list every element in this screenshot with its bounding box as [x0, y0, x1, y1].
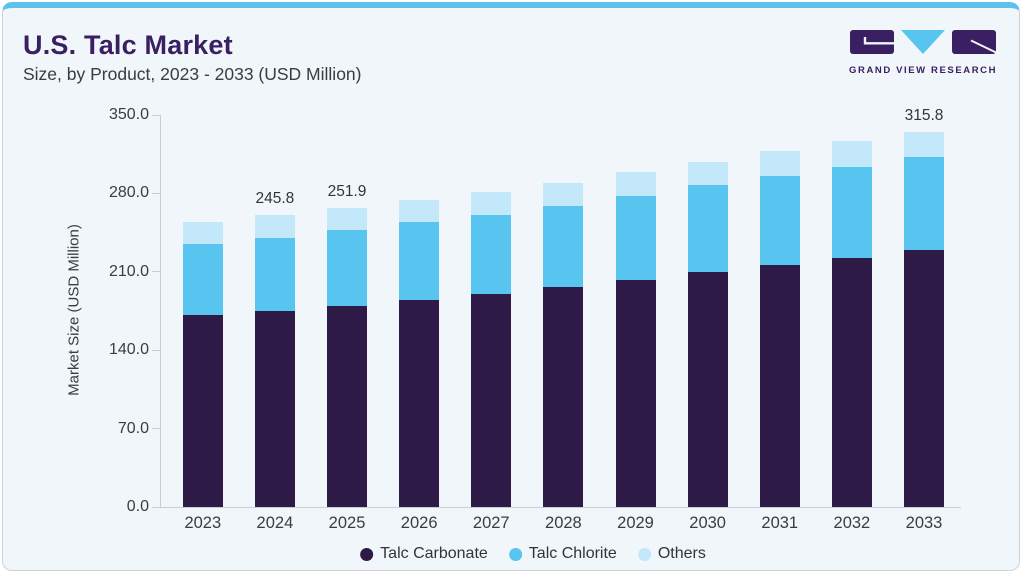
bar-2029-segment-others	[615, 172, 656, 197]
bar-2027-segment-talc-chlorite	[471, 214, 512, 294]
x-tick-label-2023: 2023	[184, 514, 222, 532]
bar-2029	[615, 172, 656, 507]
bar-2024-segment-others	[254, 215, 295, 238]
bar-value-label-2025: 251.9	[327, 182, 367, 200]
bar-2031	[759, 151, 800, 507]
bar-2024-segment-talc-carbonate	[254, 311, 295, 507]
bar-2025-segment-talc-chlorite	[327, 230, 368, 306]
legend-swatch-others	[637, 547, 651, 561]
bar-2032-segment-others	[831, 141, 872, 167]
legend-item-talc-carbonate: Talc Carbonate	[360, 545, 488, 563]
bar-2028	[543, 182, 584, 507]
gvr-logo-mark-icon	[850, 30, 997, 54]
x-tick-label-2033: 2033	[905, 514, 943, 532]
bar-2026-segment-talc-chlorite	[399, 221, 440, 301]
y-tick-label-210.0: 210.0	[108, 262, 149, 280]
bar-2030	[687, 161, 728, 507]
bar-2023-segment-talc-chlorite	[182, 244, 223, 316]
y-tick-mark-0.0	[152, 506, 160, 508]
legend-item-others: Others	[637, 545, 706, 563]
x-tick-label-2026: 2026	[400, 514, 438, 532]
plot-area: 350.0 280.0 210.0 140.0 70.0 0.0 2023 2024 245.8…	[109, 106, 961, 532]
bar-2030-segment-talc-chlorite	[687, 184, 728, 272]
bar-2024-segment-talc-chlorite	[254, 237, 295, 312]
y-tick-mark-350.0	[152, 114, 160, 116]
gvr-logo: GRAND VIEW RESEARCH	[849, 29, 997, 76]
bar-2033-segment-others	[904, 132, 944, 157]
y-tick-mark-280.0	[152, 192, 160, 194]
y-tick-mark-140.0	[152, 349, 160, 351]
chart-subtitle: Size, by Product, 2023 - 2033 (USD Milli…	[23, 64, 362, 84]
y-tick-label-350.0: 350.0	[108, 106, 149, 123]
y-tick-label-0.0: 0.0	[126, 498, 149, 515]
legend: Talc Carbonate Talc Chlorite Others	[360, 545, 706, 563]
y-tick-label-70.0: 70.0	[117, 419, 149, 437]
x-tick-label-2024: 2024	[256, 514, 294, 532]
legend-item-talc-chlorite: Talc Chlorite	[508, 545, 617, 563]
bar-2029-segment-talc-carbonate	[615, 279, 656, 507]
page-title: U.S. Talc Market	[23, 30, 233, 60]
bar-2023-segment-others	[182, 221, 223, 245]
y-tick-mark-70.0	[152, 428, 160, 430]
y-tick-label-280.0: 280.0	[108, 184, 149, 202]
bar-2032-segment-talc-carbonate	[831, 257, 872, 507]
bar-2026-segment-talc-carbonate	[399, 300, 440, 507]
bar-2031-segment-talc-chlorite	[759, 176, 800, 265]
bar-2030-segment-talc-carbonate	[687, 271, 728, 507]
bar-2025-segment-talc-carbonate	[327, 305, 368, 507]
legend-label-talc-chlorite: Talc Chlorite	[528, 545, 617, 562]
bar-2027-segment-talc-carbonate	[471, 293, 512, 507]
bar-2028-segment-talc-chlorite	[543, 206, 584, 288]
x-tick-label-2032: 2032	[833, 514, 871, 532]
x-tick-label-2031: 2031	[761, 514, 799, 532]
legend-swatch-talc-chlorite	[508, 547, 522, 561]
bar-2031-segment-others	[759, 151, 800, 177]
bar-2026-segment-others	[399, 200, 440, 222]
bar-2025-segment-others	[327, 207, 368, 231]
bar-2031-segment-talc-carbonate	[759, 264, 800, 507]
bar-2032-segment-talc-chlorite	[831, 166, 872, 258]
bar-2033-segment-talc-chlorite	[904, 156, 944, 250]
bar-2028-segment-others	[543, 182, 584, 207]
x-tick-label-2027: 2027	[472, 514, 510, 532]
y-tick-mark-210.0	[152, 271, 160, 273]
bar-2026	[399, 200, 440, 507]
bar-2023-segment-talc-carbonate	[182, 315, 223, 507]
x-tick-label-2030: 2030	[689, 514, 726, 532]
x-tick-label-2029: 2029	[617, 514, 654, 532]
x-tick-label-2028: 2028	[545, 514, 582, 532]
y-axis-title: Market Size (USD Million)	[65, 224, 83, 396]
bar-2030-segment-others	[687, 161, 728, 185]
legend-swatch-talc-carbonate	[360, 547, 374, 561]
x-tick-label-2025: 2025	[328, 514, 366, 532]
bar-2032	[831, 141, 872, 507]
bar-2033	[904, 132, 944, 507]
gvr-logo-text: GRAND VIEW RESEARCH	[849, 65, 998, 76]
bar-2023	[182, 221, 223, 507]
bar-2027-segment-others	[471, 191, 512, 215]
y-tick-label-140.0: 140.0	[108, 341, 149, 359]
bar-2033-segment-talc-carbonate	[904, 249, 944, 507]
legend-label-others: Others	[657, 545, 706, 562]
bar-2027	[471, 191, 512, 507]
bar-value-label-2033: 315.8	[904, 107, 944, 124]
bar-2025	[327, 207, 368, 507]
bar-2024	[254, 215, 295, 507]
bar-2029-segment-talc-chlorite	[615, 196, 656, 280]
legend-label-talc-carbonate: Talc Carbonate	[380, 545, 488, 562]
bar-value-label-2024: 245.8	[255, 190, 295, 208]
bar-2028-segment-talc-carbonate	[543, 287, 584, 507]
